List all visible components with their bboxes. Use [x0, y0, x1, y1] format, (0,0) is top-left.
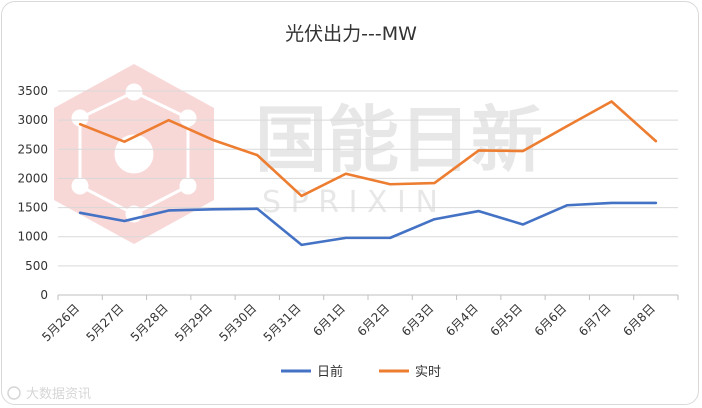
x-tick-label: 6月7日 [576, 301, 614, 339]
data-point [79, 211, 82, 214]
data-point [389, 183, 392, 186]
x-tick-label: 6月5日 [487, 301, 525, 339]
data-point [344, 172, 347, 175]
y-tick-label: 0 [40, 288, 48, 302]
data-point [566, 204, 569, 207]
data-point [256, 207, 259, 210]
series-group [78, 100, 658, 247]
data-point [167, 209, 170, 212]
x-tick-label: 6月3日 [399, 301, 437, 339]
x-tick-label: 5月27日 [83, 301, 126, 344]
series-line-2 [78, 100, 658, 198]
x-tick-label: 6月8日 [620, 301, 658, 339]
legend-label: 实时 [415, 365, 441, 380]
x-tick-label: 5月26日 [39, 301, 82, 344]
legend-label: 日前 [317, 364, 343, 380]
x-tick-label: 6月4日 [443, 301, 481, 339]
series-line-1 [78, 201, 658, 247]
data-point [654, 201, 657, 204]
y-tick-label: 500 [25, 259, 48, 273]
watermark-sub-text: S P R I X I N [262, 185, 438, 220]
x-tick-label: 5月28日 [128, 301, 171, 344]
chart-title: 光伏出力---MW [285, 23, 417, 45]
data-point [522, 223, 525, 226]
y-tick-label: 3500 [17, 84, 48, 98]
y-tick-label: 3000 [17, 113, 48, 127]
x-tick-label: 6月1日 [310, 301, 348, 339]
y-tick-label: 1500 [17, 201, 48, 215]
y-tick-label: 1000 [17, 230, 48, 244]
data-point [477, 149, 480, 152]
data-point [256, 154, 259, 157]
data-point [389, 236, 392, 239]
data-point [610, 100, 613, 103]
data-point [344, 236, 347, 239]
watermark-logo-text: 国能日新 [255, 98, 543, 182]
data-point [123, 140, 126, 143]
data-point [654, 140, 657, 143]
footer-watermark: 大数据资讯 [7, 386, 91, 402]
data-point [300, 243, 303, 246]
legend: 日前 实时 [281, 364, 441, 380]
data-point [79, 123, 82, 126]
y-tick-label: 2500 [17, 142, 48, 156]
y-tick-label: 2000 [17, 171, 48, 185]
data-point [433, 218, 436, 221]
grid-lines [58, 90, 678, 296]
data-point [212, 138, 215, 141]
x-tick-label: 5月29日 [172, 301, 215, 344]
data-point [522, 150, 525, 153]
watermark: 国能日新 S P R I X I N [54, 64, 543, 244]
x-tick-label: 6月6日 [532, 301, 570, 339]
x-axis: 5月26日 5月27日 5月28日 5月29日 5月30日 5月31日 6月1日 6月2日 6月… [39, 295, 679, 344]
data-point [212, 208, 215, 211]
data-point [610, 201, 613, 204]
data-point [433, 182, 436, 185]
data-point [167, 119, 170, 122]
y-axis: 0 500 1000 1500 2000 2500 3000 3500 [17, 84, 48, 302]
data-point [477, 210, 480, 213]
footer-watermark-text: 大数据资讯 [26, 387, 91, 402]
x-tick-label: 6月2日 [355, 301, 393, 339]
data-point [566, 124, 569, 127]
x-tick-label: 5月31日 [261, 301, 304, 344]
footer-logo-icon [7, 386, 21, 400]
data-point [300, 194, 303, 197]
x-tick-label: 5月30日 [216, 301, 259, 344]
data-point [123, 219, 126, 222]
